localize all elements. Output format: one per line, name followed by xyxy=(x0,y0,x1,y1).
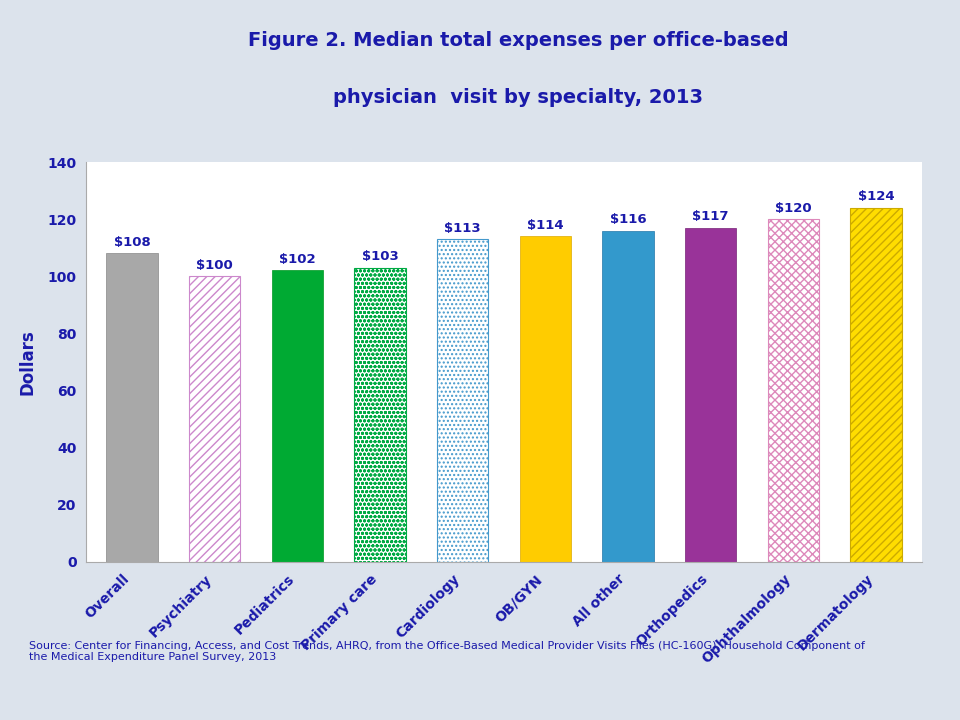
Text: $103: $103 xyxy=(362,251,398,264)
Bar xyxy=(519,236,571,562)
Text: physician  visit by specialty, 2013: physician visit by specialty, 2013 xyxy=(333,89,704,107)
Text: $124: $124 xyxy=(858,190,895,203)
Text: Figure 2. Median total expenses per office-based: Figure 2. Median total expenses per offi… xyxy=(248,31,789,50)
Text: $108: $108 xyxy=(113,236,151,249)
Text: $116: $116 xyxy=(610,213,646,226)
Text: $117: $117 xyxy=(692,210,729,223)
Bar xyxy=(272,271,323,562)
Bar xyxy=(685,228,736,562)
Bar xyxy=(107,253,157,562)
Bar xyxy=(189,276,240,562)
Bar xyxy=(603,230,654,562)
Text: Source: Center for Financing, Access, and Cost Trends, AHRQ, from the Office-Bas: Source: Center for Financing, Access, an… xyxy=(29,641,865,662)
Text: $100: $100 xyxy=(196,259,233,272)
Text: $102: $102 xyxy=(279,253,316,266)
Bar xyxy=(437,239,489,562)
Text: $114: $114 xyxy=(527,219,564,232)
Text: $113: $113 xyxy=(444,222,481,235)
Bar xyxy=(768,219,819,562)
Y-axis label: Dollars: Dollars xyxy=(18,329,36,395)
Bar xyxy=(851,207,901,562)
Text: $120: $120 xyxy=(775,202,812,215)
Bar xyxy=(354,268,405,562)
